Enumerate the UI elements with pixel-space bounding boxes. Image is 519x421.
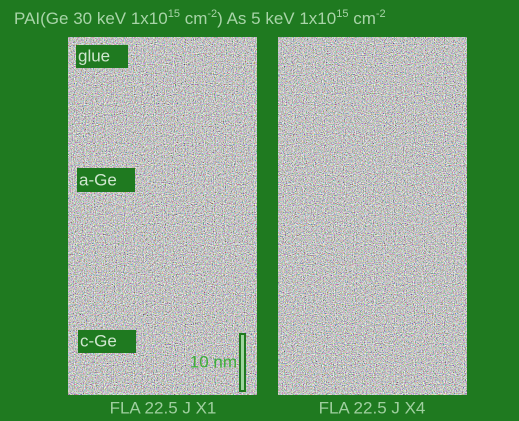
caption: FLA 22.5 J X1: [110, 398, 217, 417]
micrograph: [278, 37, 467, 395]
layer-label: c-Ge: [80, 331, 117, 350]
layer-label: glue: [78, 46, 110, 65]
title-sup: 15: [168, 8, 180, 20]
scale-bar-label: 10 nm: [190, 352, 237, 371]
caption: FLA 22.5 J X4: [319, 398, 426, 417]
title-part: cm: [348, 9, 375, 28]
title-sup: -2: [376, 8, 386, 20]
layer-label: a-Ge: [79, 170, 117, 189]
title-sup: 15: [336, 8, 348, 20]
title: PAI(Ge 30 keV 1x1015 cm-2) As 5 keV 1x10…: [14, 8, 386, 29]
title-sup: -2: [207, 8, 217, 20]
title-part: cm: [180, 9, 207, 28]
title-part: PAI(Ge 30 keV 1x10: [14, 9, 168, 28]
figure: PAI(Ge 30 keV 1x1015 cm-2) As 5 keV 1x10…: [0, 0, 519, 421]
scale-bar-inner: [241, 335, 244, 390]
title-part: ) As 5 keV 1x10: [217, 9, 336, 28]
